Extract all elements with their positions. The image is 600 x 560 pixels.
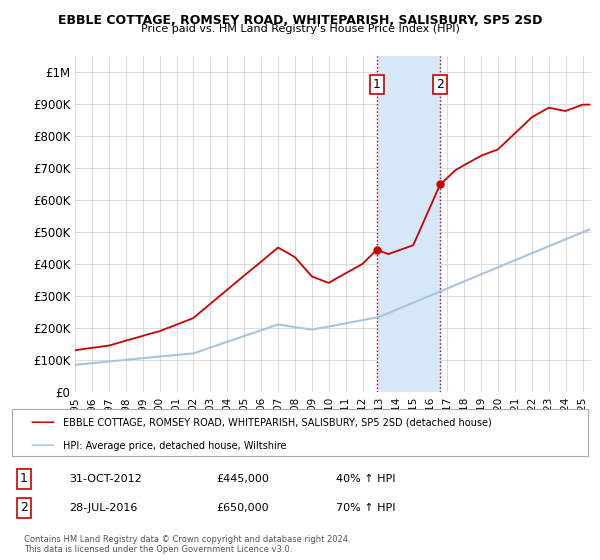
Text: 31-OCT-2012: 31-OCT-2012 (69, 474, 142, 484)
Text: £445,000: £445,000 (216, 474, 269, 484)
Text: £650,000: £650,000 (216, 503, 269, 513)
Text: EBBLE COTTAGE, ROMSEY ROAD, WHITEPARISH, SALISBURY, SP5 2SD (detached house): EBBLE COTTAGE, ROMSEY ROAD, WHITEPARISH,… (63, 417, 492, 427)
Bar (377, 56, 440, 392)
Text: 1: 1 (373, 78, 380, 91)
Text: 2: 2 (436, 78, 444, 91)
Text: 2: 2 (20, 501, 28, 515)
Text: ——: —— (30, 440, 55, 452)
Text: 28-JUL-2016: 28-JUL-2016 (69, 503, 137, 513)
Text: 70% ↑ HPI: 70% ↑ HPI (336, 503, 395, 513)
Text: HPI: Average price, detached house, Wiltshire: HPI: Average price, detached house, Wilt… (63, 441, 287, 451)
Text: 40% ↑ HPI: 40% ↑ HPI (336, 474, 395, 484)
Text: ——: —— (30, 416, 55, 428)
Text: EBBLE COTTAGE, ROMSEY ROAD, WHITEPARISH, SALISBURY, SP5 2SD: EBBLE COTTAGE, ROMSEY ROAD, WHITEPARISH,… (58, 14, 542, 27)
Text: Contains HM Land Registry data © Crown copyright and database right 2024.
This d: Contains HM Land Registry data © Crown c… (24, 535, 350, 554)
Text: Price paid vs. HM Land Registry's House Price Index (HPI): Price paid vs. HM Land Registry's House … (140, 24, 460, 34)
Text: 1: 1 (20, 472, 28, 486)
